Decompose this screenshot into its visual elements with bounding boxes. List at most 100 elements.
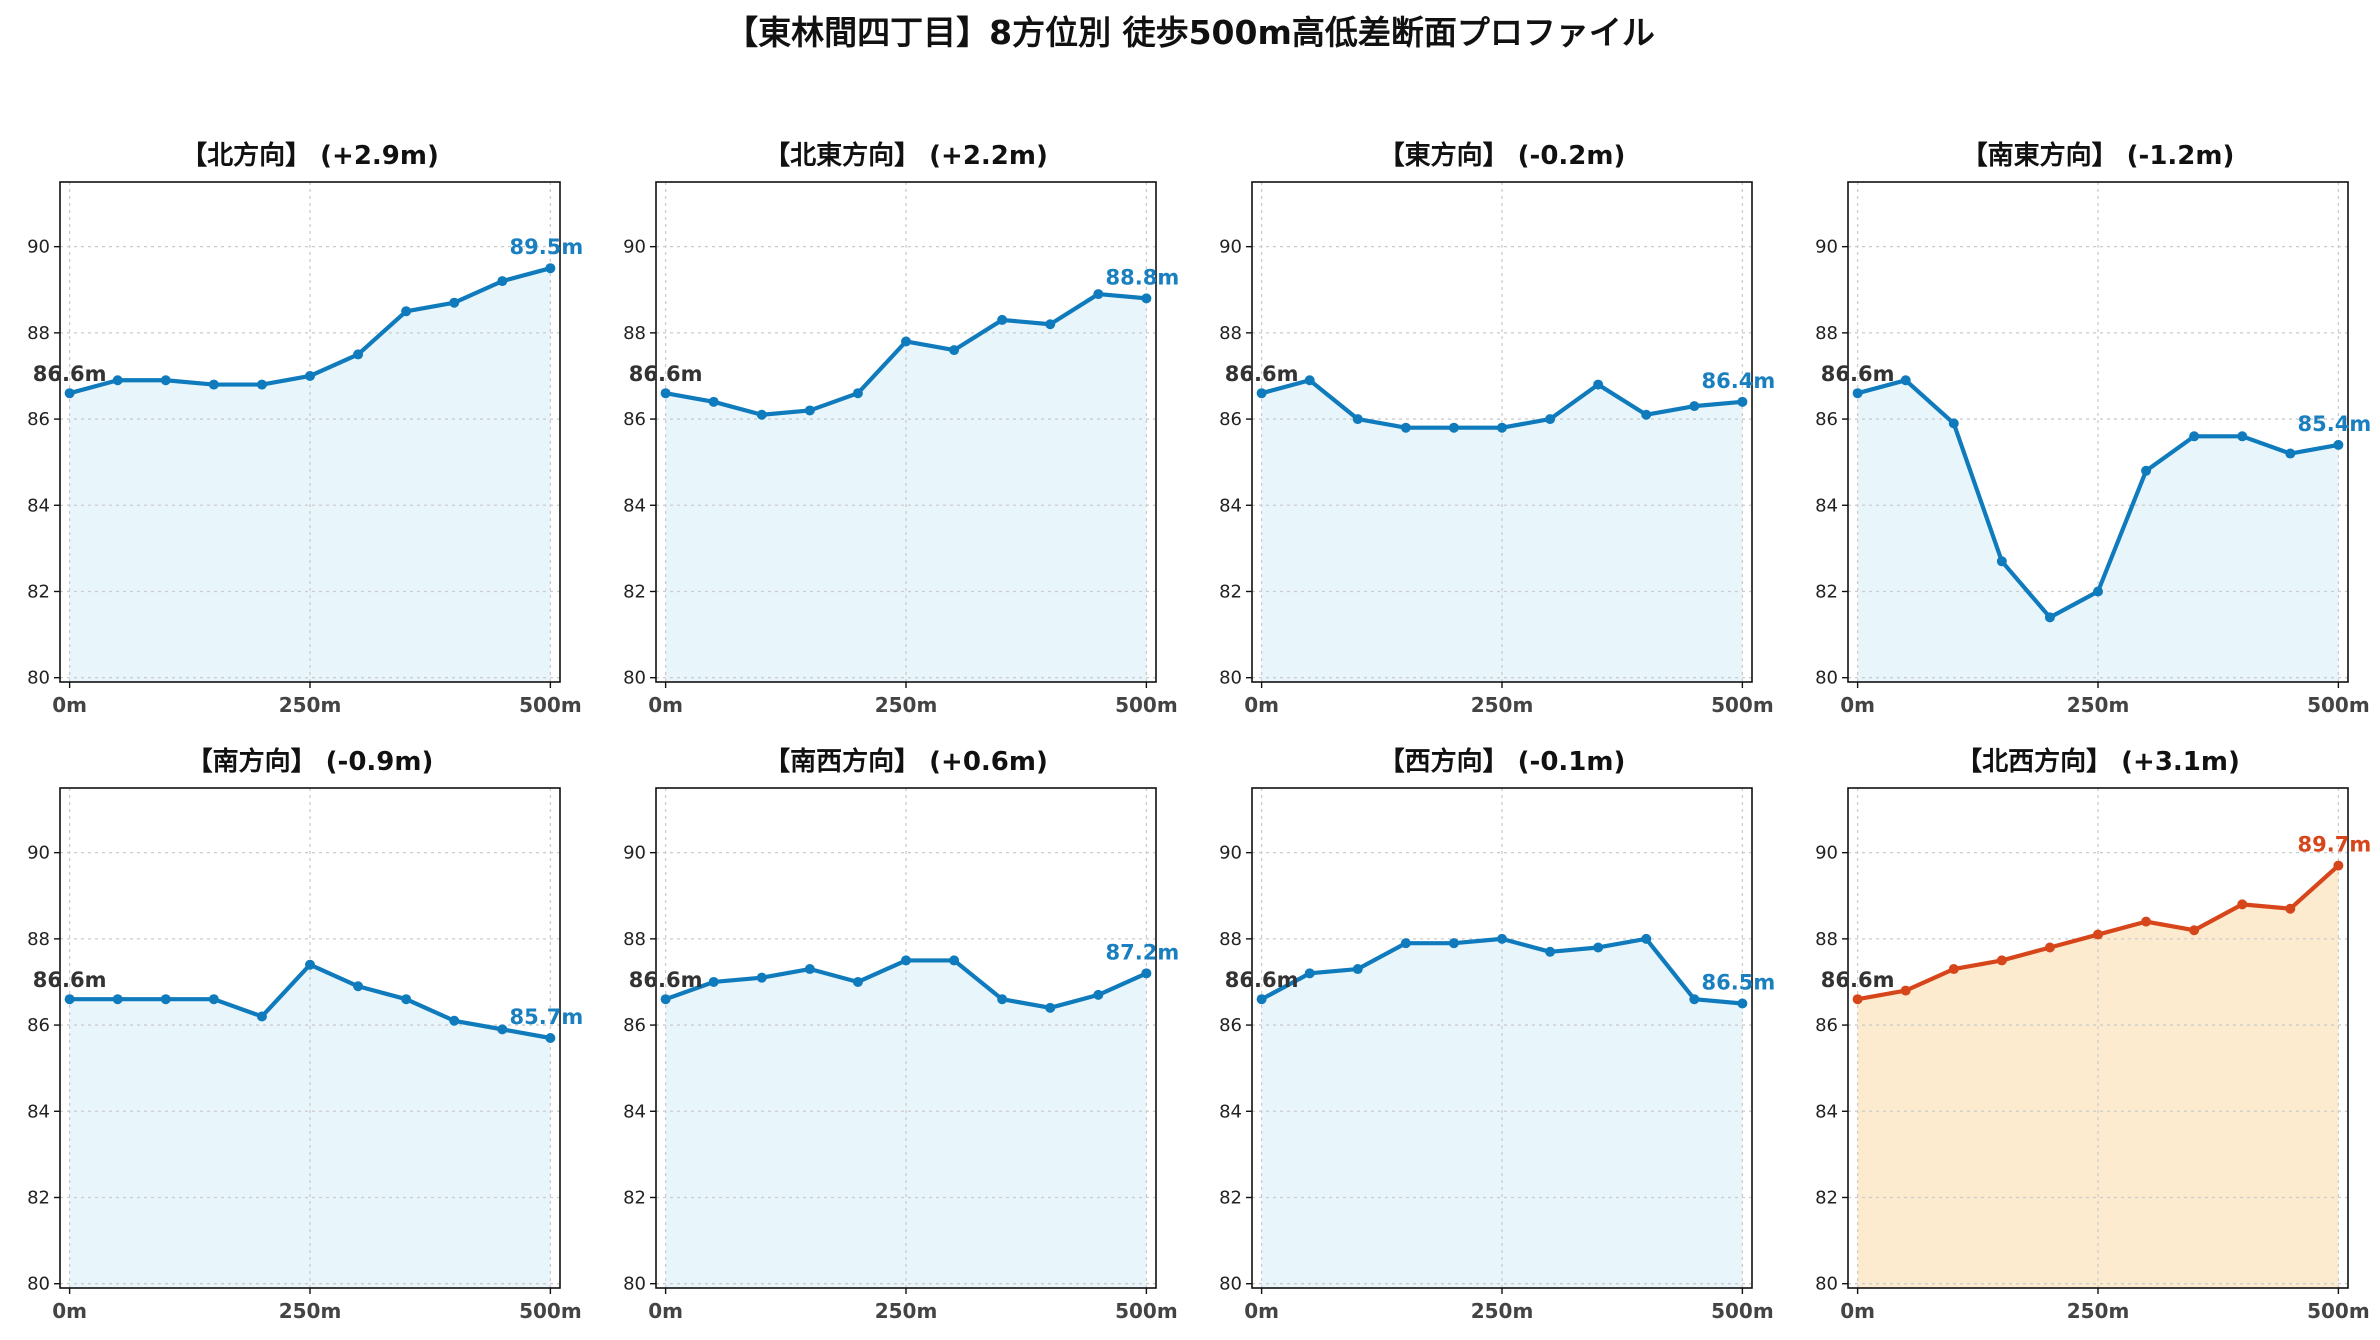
elevation-point [2141, 916, 2152, 927]
y-tick-label: 82 [27, 581, 50, 602]
y-tick-label: 86 [1815, 409, 1838, 430]
elevation-point [1141, 968, 1152, 979]
elevation-point [1256, 388, 1267, 399]
x-tick-label: 0m [1244, 693, 1279, 717]
elevation-point [1497, 933, 1507, 944]
elevation-point [1689, 994, 1700, 1005]
elevation-point [2237, 899, 2248, 910]
y-tick-label: 82 [27, 1187, 50, 1208]
profile-panels: 【北方向】 (+2.9m) 80 82 84 86 88 90 0m 250m 500m 86.6m… [27, 140, 2371, 1323]
elevation-point [1641, 409, 1652, 420]
elevation-point [305, 959, 315, 970]
elevation-point [305, 370, 315, 381]
elevation-point [1141, 293, 1152, 304]
end-elevation-label: 89.7m [2298, 833, 2372, 857]
x-tick-label: 500m [519, 693, 582, 717]
elevation-point [901, 336, 911, 347]
y-tick-label: 84 [1219, 495, 1242, 516]
end-elevation-label: 86.5m [1702, 971, 1776, 995]
profile-panel: 【南方向】 (-0.9m) 80 82 84 86 88 90 0m 250m 500m 86.6m… [27, 746, 583, 1323]
y-tick-label: 84 [27, 1101, 50, 1122]
y-tick-label: 82 [623, 581, 646, 602]
start-elevation-label: 86.6m [1821, 968, 1895, 992]
y-tick-label: 84 [623, 1101, 646, 1122]
elevation-point [660, 388, 671, 399]
elevation-point [112, 994, 123, 1005]
elevation-point [660, 994, 671, 1005]
elevation-point [1996, 556, 2007, 567]
elevation-point [2093, 929, 2103, 940]
elevation-point [353, 349, 364, 360]
y-tick-label: 88 [27, 323, 50, 344]
panel-title: 【南西方向】 (+0.6m) [764, 746, 1048, 777]
y-tick-label: 88 [1219, 323, 1242, 344]
x-tick-label: 0m [1244, 1299, 1279, 1323]
panel-title: 【西方向】 (-0.1m) [1379, 746, 1626, 777]
elevation-point [997, 994, 1008, 1005]
x-tick-label: 250m [875, 1299, 938, 1323]
elevation-area [665, 294, 1147, 682]
elevation-point [2093, 586, 2103, 597]
y-tick-label: 88 [1815, 929, 1838, 950]
elevation-point [2333, 439, 2344, 450]
y-tick-label: 80 [1815, 1274, 1838, 1295]
y-tick-label: 80 [27, 668, 50, 689]
y-tick-label: 86 [623, 409, 646, 430]
y-tick-label: 90 [1219, 843, 1242, 864]
profile-panel: 【北方向】 (+2.9m) 80 82 84 86 88 90 0m 250m 500m 86.6m… [27, 140, 583, 717]
x-tick-label: 250m [2067, 693, 2130, 717]
elevation-point [708, 976, 719, 987]
elevation-point [2285, 448, 2296, 459]
elevation-point [949, 955, 960, 966]
y-tick-label: 84 [27, 495, 50, 516]
elevation-point [2189, 431, 2200, 442]
elevation-point [1948, 418, 1959, 429]
profile-panel: 【北西方向】 (+3.1m) 80 82 84 86 88 90 0m 250m 500m 86.6… [1815, 746, 2371, 1323]
elevation-point [1304, 968, 1315, 979]
y-tick-label: 82 [1219, 581, 1242, 602]
y-tick-label: 80 [1815, 668, 1838, 689]
elevation-point [160, 994, 171, 1005]
start-elevation-label: 86.6m [1821, 362, 1895, 386]
profile-panel: 【南東方向】 (-1.2m) 80 82 84 86 88 90 0m 250m 500m 86.6… [1815, 140, 2371, 717]
elevation-point [901, 955, 911, 966]
end-elevation-label: 89.5m [510, 235, 584, 259]
elevation-point [353, 981, 364, 992]
elevation-point [160, 375, 171, 386]
x-tick-label: 500m [519, 1299, 582, 1323]
elevation-area [1261, 380, 1743, 682]
elevation-point [1545, 946, 1556, 957]
elevation-point [1593, 379, 1604, 390]
x-tick-label: 0m [52, 693, 87, 717]
elevation-point [2237, 431, 2248, 442]
start-elevation-label: 86.6m [1225, 362, 1299, 386]
end-elevation-label: 85.4m [2298, 412, 2372, 436]
elevation-point [708, 396, 719, 407]
x-tick-label: 0m [1840, 693, 1875, 717]
elevation-point [1400, 422, 1411, 433]
x-tick-label: 0m [648, 1299, 683, 1323]
x-tick-label: 500m [2307, 1299, 2370, 1323]
y-tick-label: 80 [1219, 668, 1242, 689]
elevation-point [1593, 942, 1604, 953]
elevation-point [64, 388, 75, 399]
elevation-point [2044, 612, 2055, 623]
y-tick-label: 90 [623, 237, 646, 258]
y-tick-label: 88 [623, 929, 646, 950]
y-tick-label: 80 [623, 1274, 646, 1295]
y-tick-label: 90 [1219, 237, 1242, 258]
elevation-point [497, 1024, 508, 1035]
y-tick-label: 84 [1815, 1101, 1838, 1122]
y-tick-label: 84 [1815, 495, 1838, 516]
start-elevation-label: 86.6m [33, 362, 107, 386]
elevation-point [1689, 401, 1700, 412]
elevation-point [852, 976, 863, 987]
figure-title: 【東林間四丁目】8方位別 徒歩500m高低差断面プロファイル [725, 13, 1655, 52]
elevation-point [1641, 933, 1652, 944]
elevation-point [1737, 998, 1748, 1009]
y-tick-label: 84 [1219, 1101, 1242, 1122]
elevation-point [545, 263, 556, 274]
elevation-point [449, 297, 460, 308]
y-tick-label: 90 [623, 843, 646, 864]
